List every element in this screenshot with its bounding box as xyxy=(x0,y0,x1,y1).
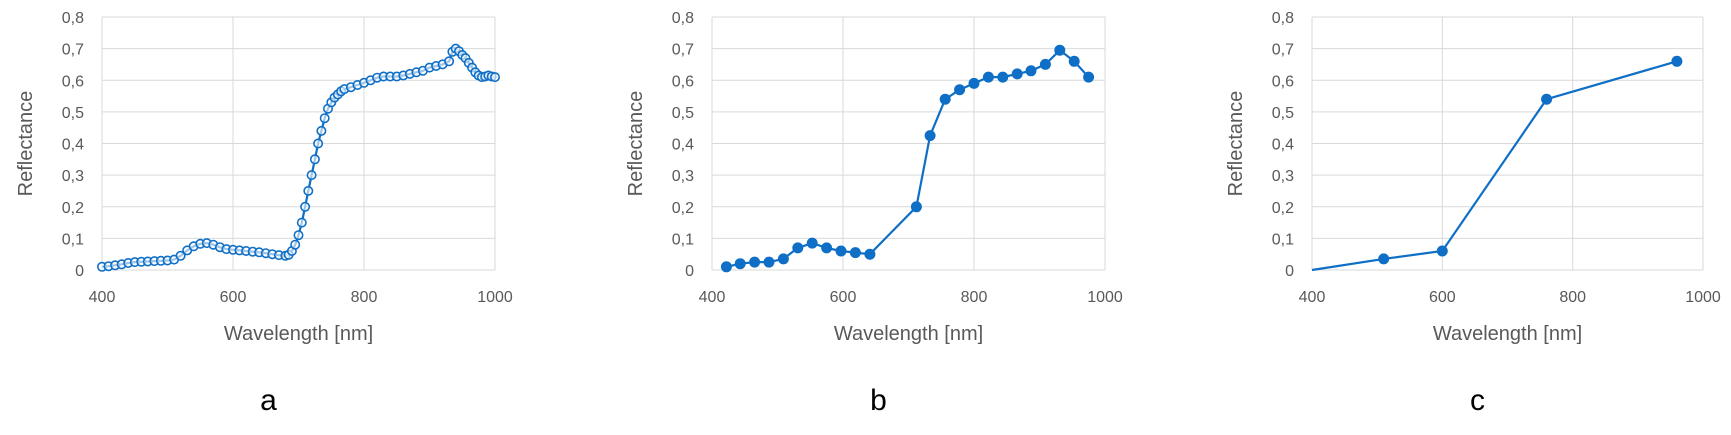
y-tick-label: 0 xyxy=(1285,263,1294,280)
data-point xyxy=(1025,65,1037,77)
y-tick-label: 0 xyxy=(685,263,694,280)
data-point xyxy=(303,185,314,196)
data-point xyxy=(1541,93,1553,105)
y-tick-label: 0,4 xyxy=(672,137,694,154)
data-point xyxy=(982,71,994,83)
data-point xyxy=(806,237,818,249)
y-tick-label: 0,5 xyxy=(62,105,84,122)
x-tick-label: 1000 xyxy=(477,289,513,306)
data-point xyxy=(968,77,980,89)
y-tick-label: 0,1 xyxy=(62,231,84,248)
data-point xyxy=(849,247,861,259)
x-tick-label: 800 xyxy=(1559,289,1586,306)
y-tick-label: 0,2 xyxy=(672,200,694,217)
data-point xyxy=(910,201,922,213)
data-point xyxy=(763,256,775,268)
y-tick-label: 0,3 xyxy=(672,168,694,185)
data-point xyxy=(293,230,304,241)
panel-label: c xyxy=(1470,384,1485,417)
data-point xyxy=(997,71,1009,83)
y-tick-label: 0,1 xyxy=(672,231,694,248)
y-tick-label: 0,3 xyxy=(62,168,84,185)
y-tick-label: 0,6 xyxy=(672,73,694,90)
data-point xyxy=(1378,253,1390,265)
y-tick-label: 0,4 xyxy=(1272,137,1294,154)
data-point xyxy=(290,239,301,250)
x-tick-label: 600 xyxy=(220,289,247,306)
data-point xyxy=(1436,245,1448,257)
y-tick-label: 0,3 xyxy=(1272,168,1294,185)
data-point xyxy=(792,242,804,254)
y-axis-title: Reflectance xyxy=(15,91,37,197)
panel-label: a xyxy=(260,384,277,417)
data-point xyxy=(939,93,951,105)
data-point xyxy=(306,170,317,181)
chart-panel-c: 0 0,1 0,2 0,3 0,4 0,5 0,6 0,7 0,8 400 600 800 1000 Re… xyxy=(1225,10,1721,417)
y-tick-label: 0,7 xyxy=(1272,42,1294,59)
y-tick-label: 0,6 xyxy=(1272,73,1294,90)
data-point xyxy=(954,84,966,96)
data-point xyxy=(1011,68,1023,80)
x-tick-label: 600 xyxy=(1429,289,1456,306)
series-line xyxy=(726,48,1090,268)
data-point xyxy=(296,217,307,228)
data-point xyxy=(300,201,311,212)
data-point xyxy=(1068,55,1080,67)
data-point xyxy=(316,125,327,136)
chart-panel-b: 0 0,1 0,2 0,3 0,4 0,5 0,6 0,7 0,8 400 600 800 1000 Re… xyxy=(625,10,1123,417)
x-axis-title: Wavelength [nm] xyxy=(224,323,373,345)
data-point xyxy=(313,138,324,149)
y-tick-label: 0 xyxy=(75,263,84,280)
y-tick-label: 0,2 xyxy=(1272,200,1294,217)
x-tick-label: 1000 xyxy=(1087,289,1123,306)
data-point xyxy=(175,250,186,261)
x-tick-label: 400 xyxy=(1299,289,1326,306)
y-tick-label: 0,7 xyxy=(672,42,694,59)
y-tick-label: 0,8 xyxy=(1272,10,1294,27)
x-tick-label: 400 xyxy=(699,289,726,306)
data-point xyxy=(489,72,500,83)
data-point xyxy=(309,154,320,165)
data-point xyxy=(821,242,833,254)
x-axis-title: Wavelength [nm] xyxy=(1433,323,1582,345)
data-point xyxy=(319,113,330,124)
y-tick-label: 0,6 xyxy=(62,73,84,90)
x-tick-label: 1000 xyxy=(1685,289,1721,306)
y-tick-label: 0,1 xyxy=(1272,231,1294,248)
panel-label: b xyxy=(870,384,887,417)
x-tick-label: 800 xyxy=(351,289,378,306)
y-tick-label: 0,8 xyxy=(672,10,694,27)
data-point xyxy=(1039,58,1051,70)
data-point xyxy=(835,245,847,257)
y-tick-label: 0,7 xyxy=(62,42,84,59)
data-point xyxy=(734,258,746,270)
x-axis-title: Wavelength [nm] xyxy=(834,323,983,345)
x-tick-label: 800 xyxy=(961,289,988,306)
y-tick-label: 0,8 xyxy=(62,10,84,27)
data-point xyxy=(777,253,789,265)
chart-panel-a: 0 0,1 0,2 0,3 0,4 0,5 0,6 0,7 0,8 400 600 800 1000 Re… xyxy=(15,10,513,417)
data-point xyxy=(1671,55,1683,67)
data-point xyxy=(749,256,761,268)
data-point xyxy=(1083,71,1095,83)
x-tick-label: 600 xyxy=(830,289,857,306)
data-point xyxy=(720,261,732,273)
data-point xyxy=(1054,44,1066,56)
y-tick-label: 0,5 xyxy=(672,105,694,122)
data-point xyxy=(864,248,876,260)
y-tick-label: 0,5 xyxy=(1272,105,1294,122)
x-tick-label: 400 xyxy=(89,289,116,306)
y-axis-title: Reflectance xyxy=(1225,91,1247,197)
data-point xyxy=(444,56,455,67)
y-tick-label: 0,2 xyxy=(62,200,84,217)
y-tick-label: 0,4 xyxy=(62,137,84,154)
y-axis-title: Reflectance xyxy=(625,91,647,197)
data-point xyxy=(924,130,936,142)
